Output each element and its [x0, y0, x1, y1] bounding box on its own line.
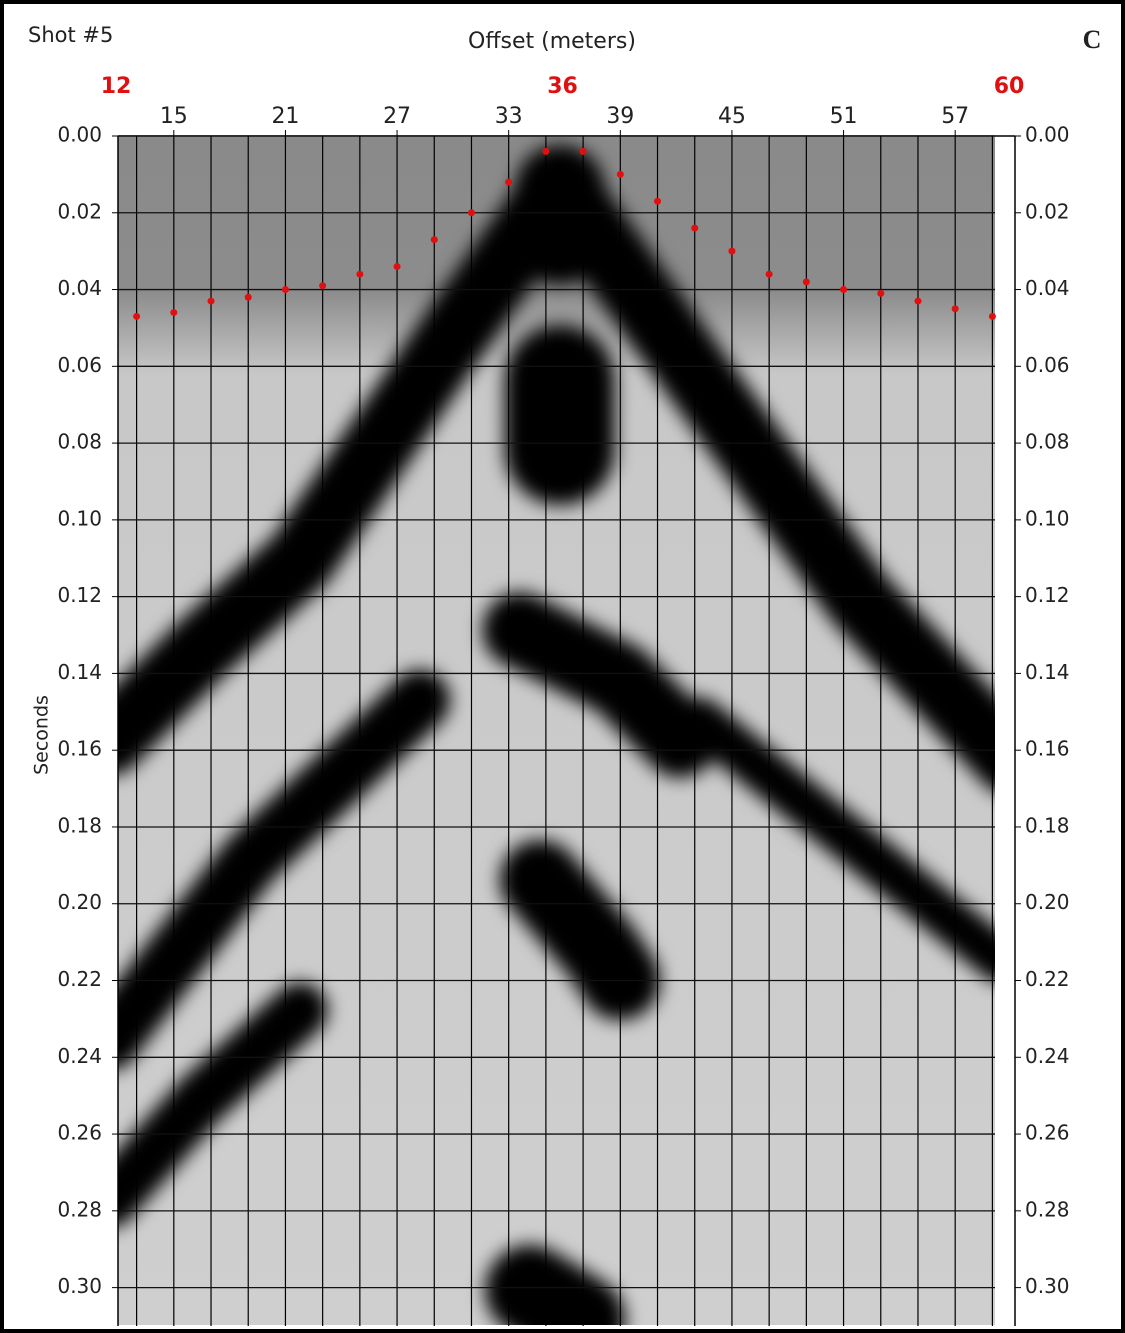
first-arrival-pick — [617, 171, 624, 178]
y-tick-label: 0.06 — [57, 353, 102, 377]
first-arrival-pick — [208, 298, 215, 305]
y-tick-label: 0.24 — [57, 1044, 102, 1068]
y-tick-label: 0.16 — [57, 737, 102, 761]
first-arrival-pick — [952, 305, 959, 312]
x-tick-label: 51 — [830, 104, 858, 129]
first-arrival-pick — [394, 263, 401, 270]
y2-tick-label: 0.26 — [1025, 1121, 1070, 1145]
first-arrival-pick — [245, 294, 252, 301]
first-arrival-pick — [877, 290, 884, 297]
x-tick-label: 33 — [495, 104, 523, 129]
y-tick-label: 0.00 — [57, 123, 102, 147]
y2-tick-label: 0.14 — [1025, 660, 1070, 684]
y2-tick-label: 0.20 — [1025, 890, 1070, 914]
y2-tick-label: 0.10 — [1025, 506, 1070, 530]
first-arrival-pick — [654, 198, 661, 205]
first-arrival-pick — [356, 271, 363, 278]
y-tick-label: 0.28 — [57, 1197, 102, 1221]
y-tick-label: 0.26 — [57, 1121, 102, 1145]
y2-tick-label: 0.12 — [1025, 583, 1070, 607]
first-arrival-pick — [728, 248, 735, 255]
first-arrival-pick — [914, 298, 921, 305]
first-arrival-pick — [580, 148, 587, 155]
x-tick-label: 45 — [718, 104, 746, 129]
first-arrival-pick — [431, 236, 438, 243]
y-tick-label: 0.20 — [57, 890, 102, 914]
first-arrival-pick — [766, 271, 773, 278]
y-tick-label: 0.30 — [57, 1274, 102, 1298]
panel-label: C — [1083, 25, 1102, 54]
first-arrival-pick — [840, 286, 847, 293]
first-arrival-pick — [691, 225, 698, 232]
x-axis-label: Offset (meters) — [468, 29, 636, 54]
y2-tick-label: 0.28 — [1025, 1197, 1070, 1221]
seismic-image — [110, 137, 1010, 1325]
x-tick-label: 57 — [941, 104, 969, 129]
x-tick-label: 39 — [606, 104, 634, 129]
y2-tick-label: 0.08 — [1025, 430, 1070, 454]
y-tick-label: 0.18 — [57, 813, 102, 837]
first-arrival-pick — [505, 179, 512, 186]
y2-tick-label: 0.30 — [1025, 1274, 1070, 1298]
x-tick-label: 27 — [383, 104, 411, 129]
background — [118, 137, 995, 1325]
y2-tick-label: 0.22 — [1025, 967, 1070, 991]
highlight-tick-label: 36 — [547, 74, 578, 99]
y-tick-label: 0.14 — [57, 660, 102, 684]
y2-tick-label: 0.16 — [1025, 737, 1070, 761]
first-arrival-pick — [542, 148, 549, 155]
first-arrival-pick — [282, 286, 289, 293]
y2-tick-label: 0.00 — [1025, 123, 1070, 147]
first-arrival-pick — [803, 278, 810, 285]
chart-title: Shot #5 — [28, 23, 113, 47]
x-tick-label: 21 — [271, 104, 299, 129]
first-arrival-pick — [319, 282, 326, 289]
y2-tick-label: 0.24 — [1025, 1044, 1070, 1068]
y-tick-label: 0.02 — [57, 199, 102, 223]
x-tick-label: 15 — [160, 104, 188, 129]
y-tick-label: 0.12 — [57, 583, 102, 607]
first-arrival-pick — [170, 309, 177, 316]
y2-tick-label: 0.02 — [1025, 199, 1070, 223]
first-arrival-pick — [989, 313, 996, 320]
highlight-tick-label: 60 — [994, 74, 1025, 99]
y2-tick-label: 0.04 — [1025, 276, 1070, 300]
y-tick-label: 0.04 — [57, 276, 102, 300]
first-arrival-pick — [468, 209, 475, 216]
figure: Shot #5 C Offset (meters) Seconds 0.00 0.… — [0, 0, 1125, 1333]
y-tick-label: 0.10 — [57, 506, 102, 530]
y2-tick-label: 0.06 — [1025, 353, 1070, 377]
first-arrival-pick — [133, 313, 140, 320]
y2-tick-label: 0.18 — [1025, 813, 1070, 837]
y-tick-label: 0.22 — [57, 967, 102, 991]
y-axis-label: Seconds — [31, 695, 53, 775]
y-tick-label: 0.08 — [57, 430, 102, 454]
highlight-tick-label: 12 — [101, 74, 132, 99]
